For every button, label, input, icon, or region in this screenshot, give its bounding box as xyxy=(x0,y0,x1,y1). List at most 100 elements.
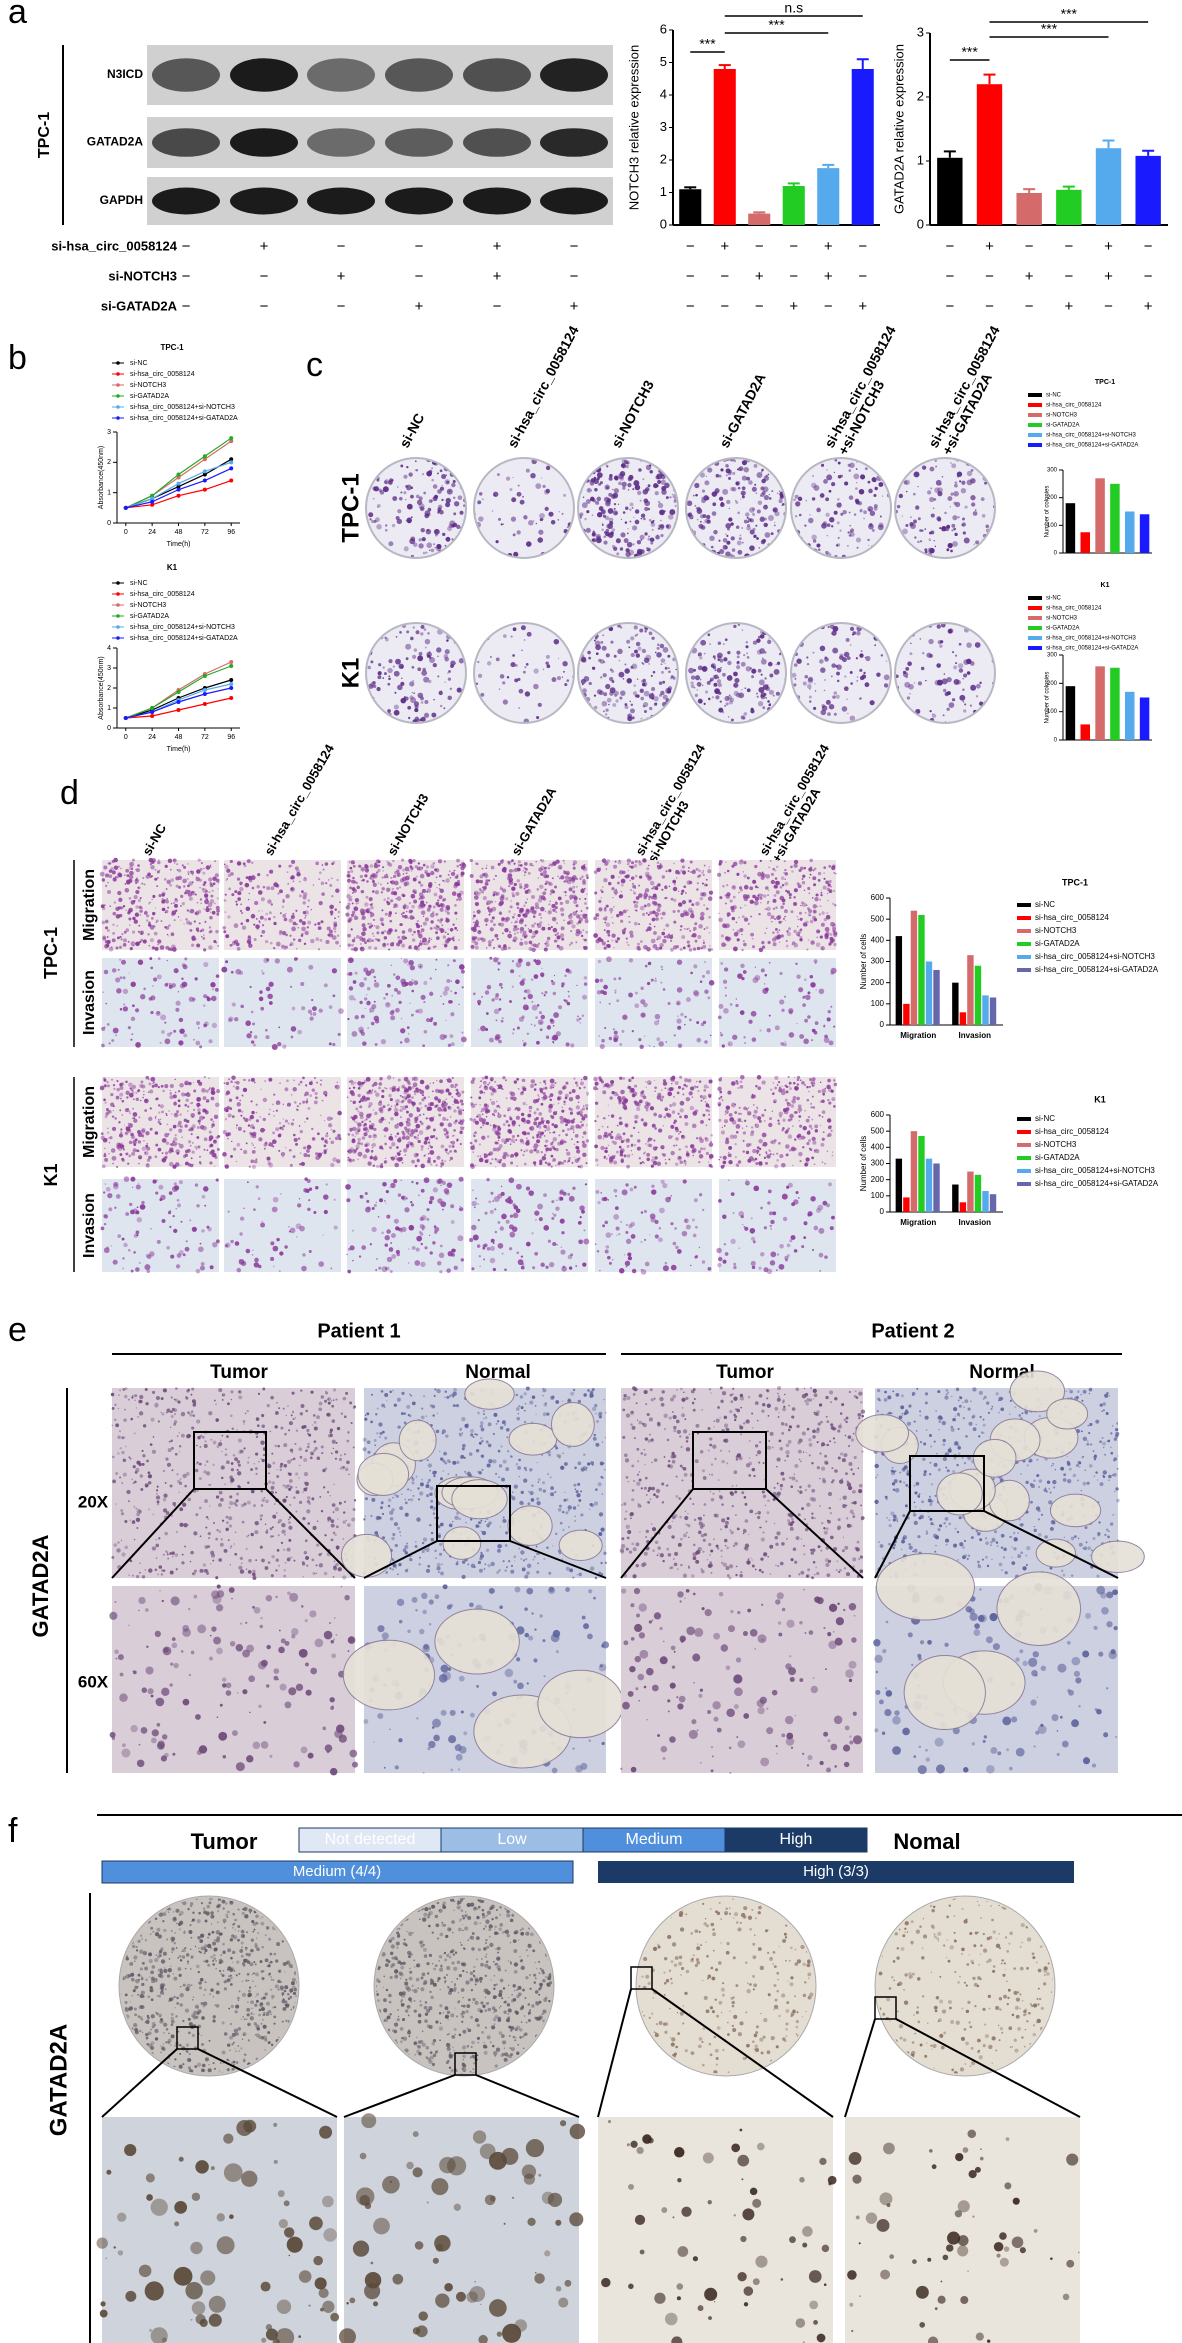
image-speck xyxy=(767,550,769,552)
image-speck xyxy=(757,510,761,514)
image-speck xyxy=(842,706,848,712)
image-speck xyxy=(728,716,730,718)
image-speck xyxy=(695,940,698,943)
image-speck xyxy=(424,628,427,631)
y-tick-label: 4 xyxy=(660,86,667,101)
image-speck xyxy=(618,977,621,980)
image-speck xyxy=(477,500,481,504)
image-speck xyxy=(817,544,819,546)
image-speck xyxy=(946,677,951,682)
image-speck xyxy=(934,540,935,541)
image-speck xyxy=(563,671,565,673)
image-speck xyxy=(374,982,380,988)
sign: − xyxy=(985,298,994,315)
image-speck xyxy=(697,682,702,687)
image-speck xyxy=(524,888,526,890)
image-speck xyxy=(778,545,783,550)
image-speck xyxy=(429,499,433,503)
image-speck xyxy=(902,551,906,555)
image-speck xyxy=(490,656,492,658)
image-speck xyxy=(408,472,412,476)
image-speck xyxy=(861,650,863,652)
image-speck xyxy=(349,986,353,990)
image-speck xyxy=(653,931,657,935)
image-speck xyxy=(782,638,786,642)
image-speck xyxy=(307,926,309,928)
image-speck xyxy=(634,685,636,687)
image-speck xyxy=(333,927,336,930)
image-speck xyxy=(195,894,197,896)
image-speck xyxy=(526,469,530,473)
image-speck xyxy=(990,460,994,464)
image-speck xyxy=(743,874,746,877)
data-point xyxy=(150,710,154,714)
image-speck xyxy=(687,500,693,506)
significance-label: *** xyxy=(699,36,716,52)
image-speck xyxy=(577,642,582,647)
image-speck xyxy=(439,691,443,695)
image-speck xyxy=(882,460,887,465)
image-speck xyxy=(453,480,456,483)
image-speck xyxy=(787,932,791,936)
image-speck xyxy=(265,913,268,916)
image-speck xyxy=(693,495,695,497)
image-speck xyxy=(656,715,662,721)
image-speck xyxy=(287,883,289,885)
image-speck xyxy=(704,653,706,655)
image-speck xyxy=(321,892,325,896)
image-speck xyxy=(959,668,963,672)
image-speck xyxy=(661,889,663,891)
image-speck xyxy=(649,631,653,635)
image-speck xyxy=(570,942,573,945)
image-speck xyxy=(373,873,378,878)
image-speck xyxy=(534,1025,536,1027)
sign: − xyxy=(858,238,867,255)
image-speck xyxy=(458,625,459,626)
image-speck xyxy=(606,905,609,908)
image-speck xyxy=(214,860,216,862)
image-speck xyxy=(836,664,841,669)
image-speck xyxy=(485,990,490,995)
image-speck xyxy=(353,889,357,893)
bar xyxy=(967,1172,973,1212)
condition-label: si-hsa_circ_0058124 xyxy=(51,238,178,253)
image-speck xyxy=(752,901,754,903)
image-speck xyxy=(771,625,775,629)
image-speck xyxy=(955,494,956,495)
image-speck xyxy=(739,928,743,932)
image-speck xyxy=(175,876,179,880)
image-speck xyxy=(125,869,129,873)
image-speck xyxy=(837,521,840,524)
image-speck xyxy=(732,886,734,888)
image-speck xyxy=(661,671,664,674)
image-speck xyxy=(670,948,674,952)
image-speck xyxy=(428,905,432,909)
image-speck xyxy=(759,623,762,626)
image-speck xyxy=(352,892,354,894)
image-speck xyxy=(114,901,117,904)
image-speck xyxy=(375,517,380,522)
image-speck xyxy=(768,941,770,943)
image-speck xyxy=(273,922,276,925)
image-speck xyxy=(496,1019,498,1021)
image-speck xyxy=(659,624,662,627)
image-speck xyxy=(258,910,260,912)
image-speck xyxy=(261,897,265,901)
image-speck xyxy=(729,508,730,509)
image-speck xyxy=(566,708,571,713)
image-speck xyxy=(393,903,397,907)
image-speck xyxy=(834,924,835,925)
image-speck xyxy=(718,708,723,713)
image-speck xyxy=(586,893,587,894)
image-speck xyxy=(915,505,919,509)
legend-swatch xyxy=(1017,916,1031,920)
image-speck xyxy=(526,541,532,547)
image-speck xyxy=(675,635,679,639)
image-speck xyxy=(368,512,373,517)
image-speck xyxy=(913,457,918,462)
image-speck xyxy=(537,888,540,891)
image-speck xyxy=(536,716,539,719)
image-speck xyxy=(622,931,625,934)
image-speck xyxy=(827,712,831,716)
image-speck xyxy=(451,460,456,465)
